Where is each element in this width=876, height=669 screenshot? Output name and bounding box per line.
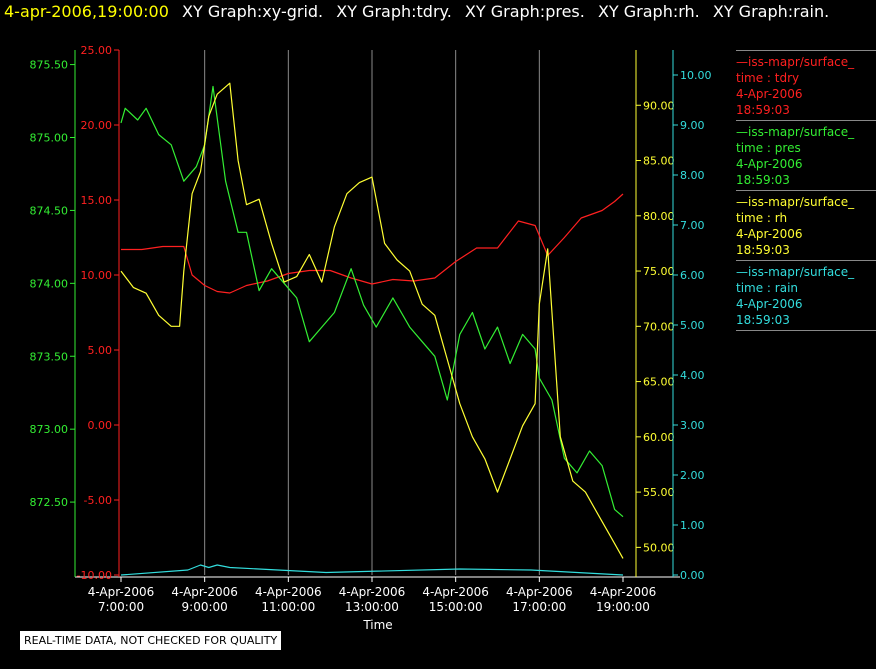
- legend-entry-pres[interactable]: —iss-mapr/surface_ time : pres 4-Apr-200…: [736, 120, 876, 188]
- legend-variable: time : tdry: [736, 71, 800, 85]
- x-tick-label-date: 4-Apr-2006: [506, 585, 573, 599]
- series-rain-line: [120, 564, 624, 576]
- graph-title-xy-grid: XY Graph:xy-grid.: [182, 2, 324, 21]
- tdry-tick-label: 5.00: [88, 344, 113, 357]
- legend-date: 4-Apr-2006: [736, 297, 803, 311]
- current-time: 4-apr-2006,19:00:00: [4, 2, 169, 21]
- legend-date: 4-Apr-2006: [736, 157, 803, 171]
- pres-tick-label: 874.00: [30, 277, 69, 290]
- legend-time: 18:59:03: [736, 243, 790, 257]
- pres-tick-label: 874.50: [30, 204, 69, 217]
- legend-series-name: —iss-mapr/surface_: [736, 195, 855, 209]
- x-tick-label-time: 19:00:00: [596, 600, 650, 614]
- pres-tick-label: 873.00: [30, 423, 69, 436]
- pres-tick-label: 873.50: [30, 350, 69, 363]
- rh-tick-label: 55.00: [643, 486, 675, 499]
- rain-tick-label: 3.00: [680, 419, 705, 432]
- legend-variable: time : rain: [736, 281, 799, 295]
- graph-title-tdry: XY Graph:tdry.: [336, 2, 452, 21]
- x-tick-label-time: 11:00:00: [261, 600, 315, 614]
- legend-divider: [736, 330, 876, 331]
- quality-warning: REAL-TIME DATA, NOT CHECKED FOR QUALITY: [20, 631, 282, 650]
- rain-tick-label: 7.00: [680, 219, 705, 232]
- legend-entry-rh[interactable]: —iss-mapr/surface_ time : rh 4-Apr-2006 …: [736, 190, 876, 258]
- tdry-tick-label: -10.00: [77, 569, 112, 582]
- legend-series-name: —iss-mapr/surface_: [736, 265, 855, 279]
- graph-title-rh: XY Graph:rh.: [597, 2, 700, 21]
- x-tick-label-time: 15:00:00: [429, 600, 483, 614]
- rh-tick-label: 70.00: [643, 320, 675, 333]
- rh-tick-label: 60.00: [643, 431, 675, 444]
- x-tick-label-date: 4-Apr-2006: [171, 585, 238, 599]
- legend-series-name: —iss-mapr/surface_: [736, 125, 855, 139]
- x-tick-label-time: 7:00:00: [98, 600, 144, 614]
- rain-tick-label: 6.00: [680, 269, 705, 282]
- series-tdry-line: [121, 193, 624, 294]
- legend-date: 4-Apr-2006: [736, 87, 803, 101]
- legend-entry-rain[interactable]: —iss-mapr/surface_ time : rain 4-Apr-200…: [736, 260, 876, 331]
- legend-entry-tdry[interactable]: —iss-mapr/surface_ time : tdry 4-Apr-200…: [736, 50, 876, 118]
- x-tick-label-time: 13:00:00: [345, 600, 399, 614]
- tdry-tick-label: 25.00: [81, 44, 113, 57]
- rh-tick-label: 85.00: [643, 155, 675, 168]
- graph-title-rain: XY Graph:rain.: [712, 2, 830, 21]
- legend-date: 4-Apr-2006: [736, 227, 803, 241]
- rain-tick-label: 4.00: [680, 369, 705, 382]
- series-rh-line: [120, 82, 624, 559]
- legend-variable: time : rh: [736, 211, 788, 225]
- tdry-tick-label: 10.00: [81, 269, 113, 282]
- tdry-tick-label: 0.00: [88, 419, 113, 432]
- legend-series-name: —iss-mapr/surface_: [736, 55, 855, 69]
- rh-tick-label: 50.00: [643, 541, 675, 554]
- x-tick-label-date: 4-Apr-2006: [590, 585, 657, 599]
- legend-divider: [736, 260, 876, 261]
- rain-tick-label: 9.00: [680, 119, 705, 132]
- rh-tick-label: 75.00: [643, 265, 675, 278]
- x-tick-label-date: 4-Apr-2006: [422, 585, 489, 599]
- pres-tick-label: 875.00: [30, 132, 69, 145]
- pres-tick-label: 875.50: [30, 59, 69, 72]
- pres-tick-label: 872.50: [30, 496, 69, 509]
- tdry-tick-label: 15.00: [81, 194, 113, 207]
- x-tick-label-date: 4-Apr-2006: [88, 585, 155, 599]
- legend: —iss-mapr/surface_ time : tdry 4-Apr-200…: [736, 48, 876, 334]
- legend-time: 18:59:03: [736, 103, 790, 117]
- rain-tick-label: 0.00: [680, 569, 705, 582]
- legend-variable: time : pres: [736, 141, 801, 155]
- rh-tick-label: 65.00: [643, 376, 675, 389]
- series-pres-line: [120, 85, 624, 518]
- rh-tick-label: 90.00: [643, 99, 675, 112]
- legend-divider: [736, 120, 876, 121]
- tdry-tick-label: 20.00: [81, 119, 113, 132]
- rain-tick-label: 10.00: [680, 69, 712, 82]
- x-tick-label-date: 4-Apr-2006: [255, 585, 322, 599]
- rain-tick-label: 1.00: [680, 519, 705, 532]
- graph-title-pres: XY Graph:pres.: [464, 2, 585, 21]
- legend-divider: [736, 190, 876, 191]
- legend-divider: [736, 50, 876, 51]
- tdry-tick-label: -5.00: [84, 494, 112, 507]
- x-tick-label-time: 17:00:00: [512, 600, 566, 614]
- x-tick-label-time: 9:00:00: [182, 600, 228, 614]
- title-bar: 4-apr-2006,19:00:00 XY Graph:xy-grid. XY…: [4, 2, 829, 24]
- rh-tick-label: 80.00: [643, 210, 675, 223]
- x-axis-label: Time: [362, 618, 392, 632]
- rain-tick-label: 5.00: [680, 319, 705, 332]
- rain-tick-label: 8.00: [680, 169, 705, 182]
- legend-time: 18:59:03: [736, 313, 790, 327]
- x-tick-label-date: 4-Apr-2006: [339, 585, 406, 599]
- legend-time: 18:59:03: [736, 173, 790, 187]
- rain-tick-label: 2.00: [680, 469, 705, 482]
